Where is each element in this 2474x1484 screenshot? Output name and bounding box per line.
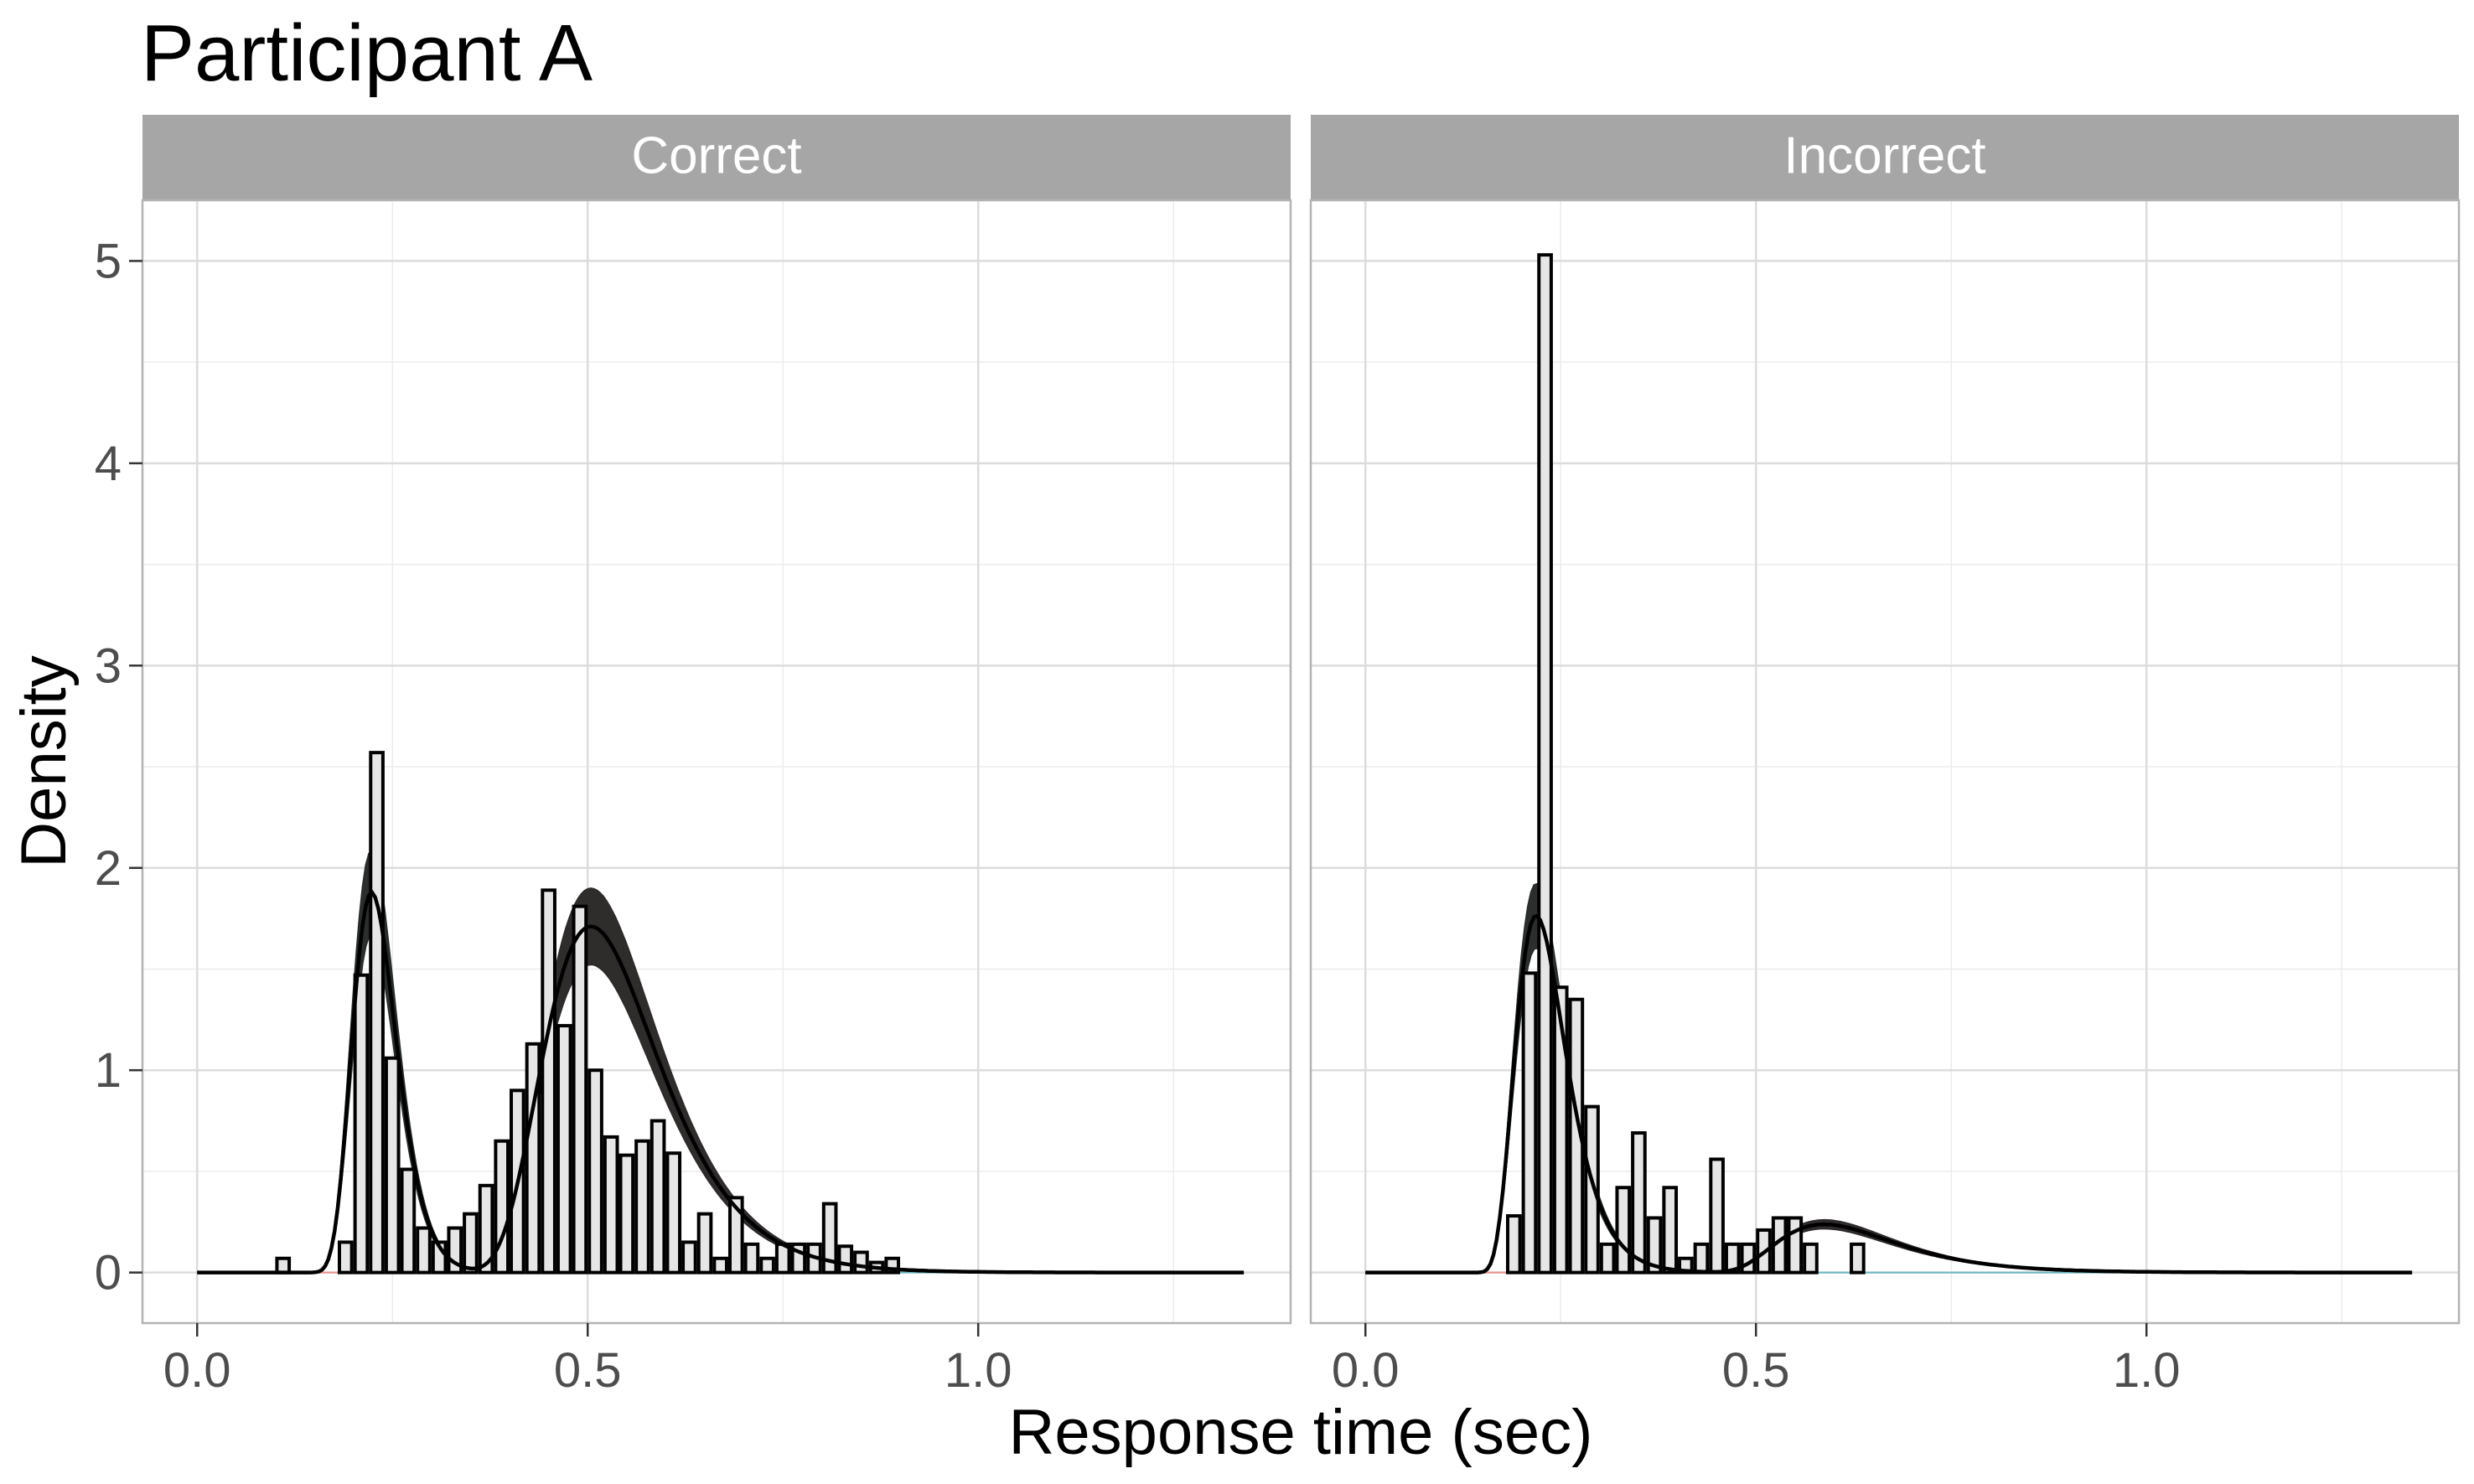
chart-title: Participant A <box>141 8 593 98</box>
histogram-bar <box>1615 1186 1632 1275</box>
x-axis-label: Response time (sec) <box>1009 1397 1593 1468</box>
histogram-bar <box>275 1256 292 1275</box>
strip-label-correct: Correct <box>631 127 801 184</box>
y-tick-label: 5 <box>95 234 122 288</box>
histogram-bar <box>821 1202 838 1275</box>
panel-border-correct <box>141 199 1292 1325</box>
histogram-bar <box>603 1135 619 1275</box>
x-axis-ticks-correct: 0.0 0.5 1.0 <box>163 1323 1012 1398</box>
histogram-bar <box>463 1212 479 1275</box>
histogram-bar <box>353 973 370 1275</box>
x-tick-label: 0.5 <box>1722 1343 1790 1398</box>
panel-incorrect: Incorrect 0.0 0.5 1.0 <box>1309 115 2461 1398</box>
y-axis-ticks: 0 1 2 3 4 5 <box>95 234 142 1300</box>
x-tick-label: 0.5 <box>554 1343 622 1398</box>
histogram-bar <box>1646 1216 1663 1275</box>
histogram-bar <box>650 1119 666 1275</box>
histogram-bar <box>1505 1214 1522 1275</box>
histogram-bar <box>1709 1157 1725 1275</box>
histogram-bar <box>494 1139 510 1275</box>
histogram-bar <box>1724 1242 1741 1275</box>
panel-correct: Correct 0.0 0.5 1.0 <box>141 115 1292 1398</box>
density-lines-incorrect <box>1365 913 2413 1275</box>
histogram-bar <box>634 1139 650 1275</box>
strip-correct <box>142 115 1291 200</box>
histogram-bar <box>618 1153 635 1275</box>
y-tick-label: 1 <box>95 1043 122 1098</box>
x-tick-label: 0.0 <box>163 1343 231 1398</box>
histogram-bar <box>665 1151 682 1275</box>
histogram-bar <box>759 1256 775 1275</box>
total-density-line <box>1365 913 2413 1275</box>
x-tick-label: 0.0 <box>1332 1343 1400 1398</box>
histogram-bar <box>1662 1186 1679 1275</box>
density-lines-correct <box>197 889 1245 1275</box>
y-axis-label: Density <box>8 655 80 867</box>
histogram-bar <box>1631 1131 1647 1275</box>
histogram-bar <box>369 751 385 1275</box>
y-tick-label: 4 <box>95 437 122 491</box>
histogram-bar <box>1803 1242 1819 1275</box>
x-tick-label: 1.0 <box>2113 1343 2181 1398</box>
histogram-bar <box>727 1196 744 1275</box>
histogram-bar <box>712 1256 728 1275</box>
strip-incorrect <box>1311 115 2459 200</box>
y-tick-label: 2 <box>95 841 122 896</box>
x-axis-ticks-incorrect: 0.0 0.5 1.0 <box>1332 1323 2181 1398</box>
histogram-bar <box>1693 1242 1710 1275</box>
histogram-bar <box>541 888 556 1275</box>
histogram-bar <box>556 1024 572 1275</box>
strip-label-incorrect: Incorrect <box>1783 127 1985 184</box>
histogram-bar <box>1521 971 1538 1275</box>
histogram-bar <box>384 1056 401 1275</box>
histogram-bar <box>337 1240 354 1275</box>
histogram-bar <box>743 1242 760 1275</box>
histogram-bar <box>1850 1242 1866 1275</box>
histogram-bar <box>1787 1216 1804 1275</box>
x-tick-label: 1.0 <box>945 1343 1012 1398</box>
total-density-line <box>197 889 1245 1275</box>
histogram-bars-incorrect <box>1505 253 1866 1275</box>
histogram-bar <box>696 1212 713 1275</box>
histogram-bar <box>572 904 588 1275</box>
histogram-bar <box>478 1183 494 1275</box>
histogram-bar <box>400 1167 417 1275</box>
y-tick-label: 0 <box>95 1246 122 1300</box>
histogram-bar <box>1740 1242 1757 1275</box>
histogram-bar <box>416 1226 432 1275</box>
histogram-bar <box>853 1250 869 1275</box>
histogram-bar <box>681 1240 697 1275</box>
histogram-bar <box>587 1068 603 1275</box>
panel-border-incorrect <box>1309 199 2461 1325</box>
histogram-bar <box>1552 985 1569 1275</box>
histogram-bar <box>1537 253 1553 1275</box>
histogram-bar <box>1599 1242 1616 1275</box>
histogram-bar <box>1584 1104 1600 1275</box>
y-tick-label: 3 <box>95 639 122 693</box>
histogram-bar <box>837 1244 854 1275</box>
